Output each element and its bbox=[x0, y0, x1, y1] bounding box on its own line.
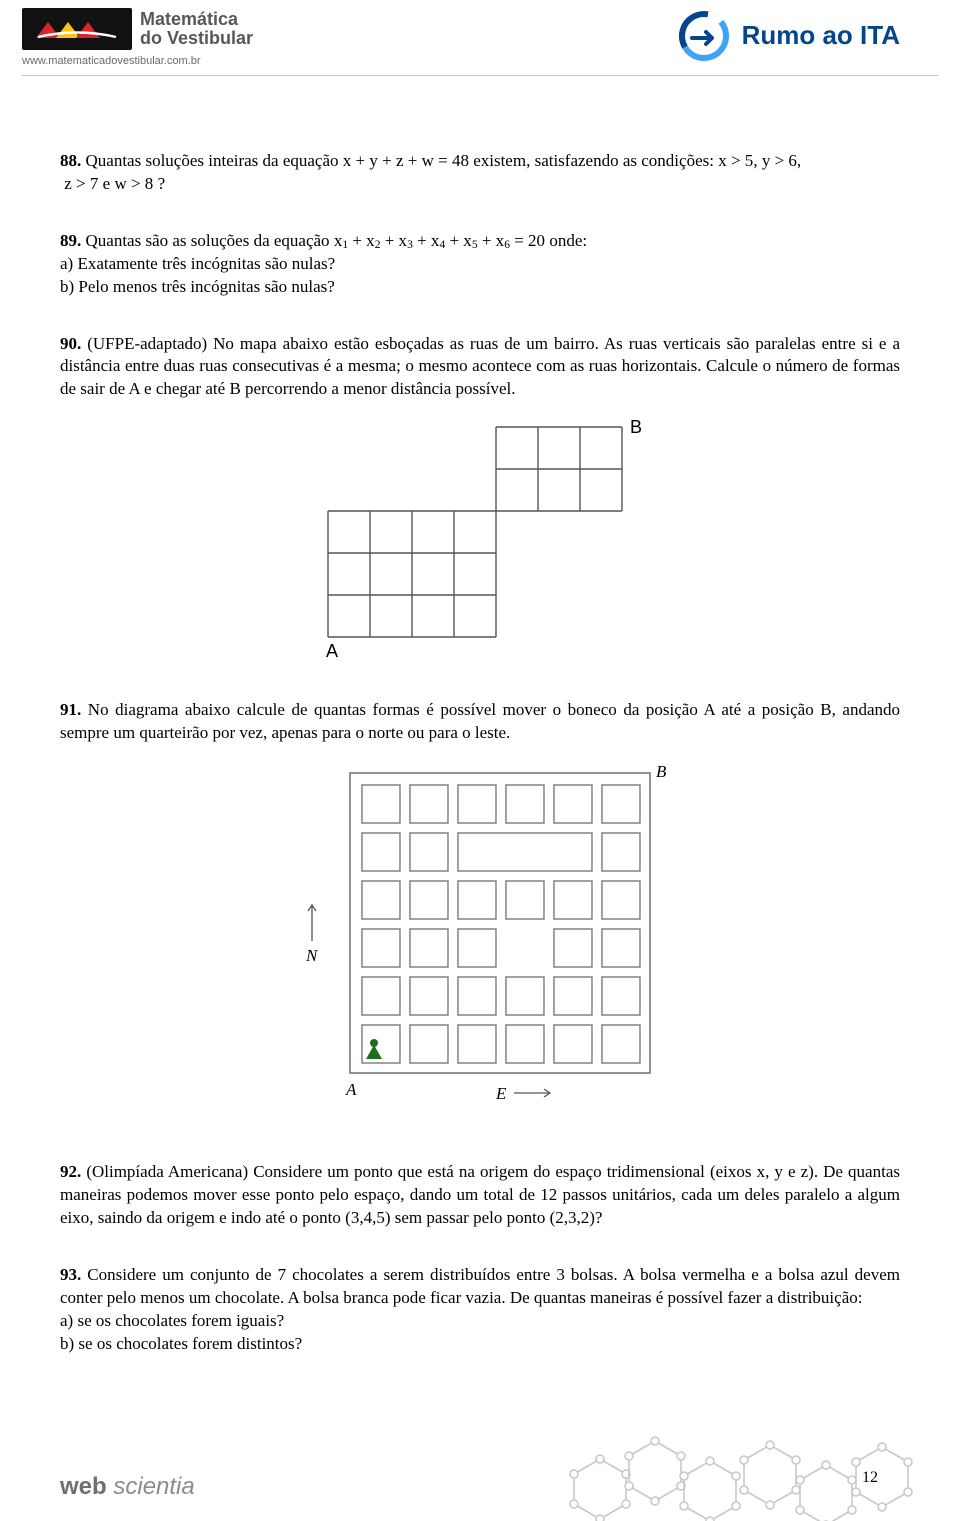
scientia-word: scientia bbox=[107, 1473, 195, 1500]
q90-text: (UFPE-adaptado) No mapa abaixo estão esb… bbox=[60, 334, 900, 399]
svg-text:A: A bbox=[326, 641, 338, 661]
svg-text:E: E bbox=[495, 1084, 507, 1103]
q90-num: 90. bbox=[60, 334, 81, 353]
brand-url: www.matematicadovestibular.com.br bbox=[22, 54, 253, 69]
q92-text: (Olimpíada Americana) Considere um ponto… bbox=[60, 1162, 900, 1227]
webscientia-logo: web scientia bbox=[60, 1473, 195, 1500]
page-header: Matemática do Vestibular www.matematicad… bbox=[0, 0, 960, 69]
ita-title: Rumo ao ITA bbox=[742, 18, 900, 53]
q89-num: 89. bbox=[60, 231, 81, 250]
q89-b: b) Pelo menos três incógnitas são nulas? bbox=[60, 276, 900, 299]
brand-left: Matemática do Vestibular www.matematicad… bbox=[22, 8, 253, 69]
q88-c1: x > 5 bbox=[718, 151, 753, 170]
q88-l2a: z > 7 bbox=[64, 174, 98, 193]
q93-a: a) se os chocolates forem iguais? bbox=[60, 1310, 900, 1333]
q92-num: 92. bbox=[60, 1162, 81, 1181]
hex-decoration-icon bbox=[490, 1411, 930, 1521]
svg-text:B: B bbox=[630, 417, 642, 437]
q90-figure: BA bbox=[60, 415, 900, 665]
brand-line2: do Vestibular bbox=[140, 28, 253, 48]
svg-text:A: A bbox=[345, 1080, 357, 1099]
q91-num: 91. bbox=[60, 700, 81, 719]
q89-t1: Quantas são as soluções da equação bbox=[81, 231, 334, 250]
q93-b: b) se os chocolates forem distintos? bbox=[60, 1333, 900, 1356]
question-91: 91. No diagrama abaixo calcule de quanta… bbox=[60, 699, 900, 1113]
brand-box: Matemática do Vestibular bbox=[22, 8, 253, 50]
brand-right: Rumo ao ITA bbox=[676, 8, 900, 64]
question-92: 92. (Olimpíada Americana) Considere um p… bbox=[60, 1161, 900, 1230]
q88-t1: Quantas soluções inteiras da equação bbox=[81, 151, 343, 170]
q88-t2: existem, satisfazendo as condições: bbox=[469, 151, 718, 170]
q88-sep2: , bbox=[797, 151, 801, 170]
mv-logo-icon bbox=[22, 8, 132, 50]
q89-eq: x1 + x2 + x3 + x4 + x5 + x6 = 20 bbox=[334, 231, 545, 250]
q88-l2b: w > 8 bbox=[114, 174, 153, 193]
question-89: 89. Quantas são as soluções da equação x… bbox=[60, 230, 900, 299]
q88-c2: y > 6 bbox=[762, 151, 797, 170]
web-word: web bbox=[60, 1473, 107, 1500]
page-content: 88. Quantas soluções inteiras da equação… bbox=[0, 76, 960, 1356]
question-88: 88. Quantas soluções inteiras da equação… bbox=[60, 150, 900, 196]
q88-l2mid: e bbox=[98, 174, 114, 193]
ita-logo-icon bbox=[676, 8, 732, 64]
q89-t2: onde: bbox=[545, 231, 587, 250]
svg-text:N: N bbox=[305, 946, 319, 965]
q88-sep1: , bbox=[753, 151, 762, 170]
brand-line1: Matemática bbox=[140, 9, 238, 29]
q88-num: 88. bbox=[60, 151, 81, 170]
q91-text: No diagrama abaixo calcule de quantas fo… bbox=[60, 700, 900, 742]
q93-num: 93. bbox=[60, 1265, 81, 1284]
question-93: 93. Considere um conjunto de 7 chocolate… bbox=[60, 1264, 900, 1356]
q88-l2end: ? bbox=[153, 174, 165, 193]
q93-text: Considere um conjunto de 7 chocolates a … bbox=[60, 1265, 900, 1307]
q88-eq: x + y + z + w = 48 bbox=[343, 151, 469, 170]
q91-figure: B A N E bbox=[60, 759, 900, 1113]
question-90: 90. (UFPE-adaptado) No mapa abaixo estão… bbox=[60, 333, 900, 666]
q89-a: a) Exatamente três incógnitas são nulas? bbox=[60, 253, 900, 276]
svg-text:B: B bbox=[656, 762, 667, 781]
brand-title: Matemática do Vestibular bbox=[140, 10, 253, 48]
